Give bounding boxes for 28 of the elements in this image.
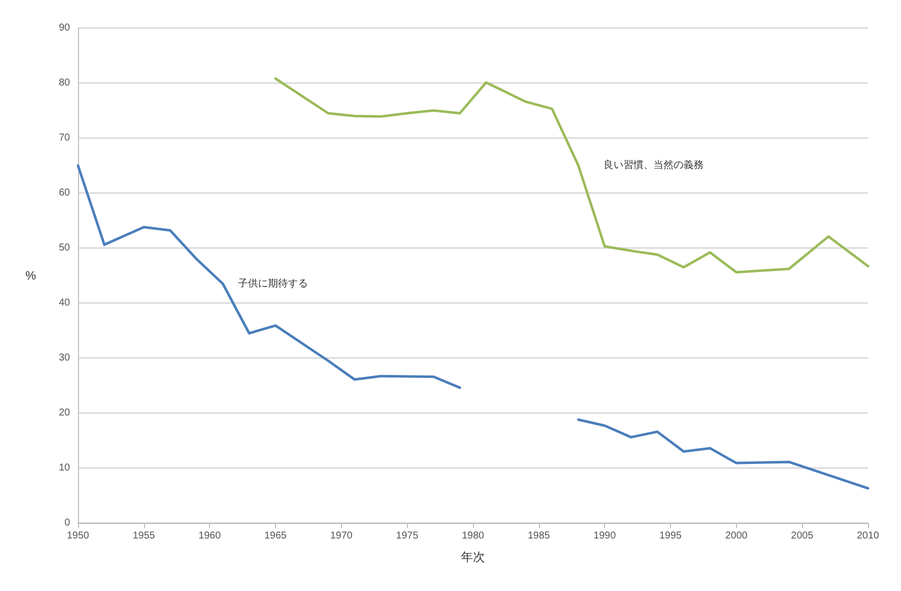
y-tick-label: 10	[58, 462, 70, 474]
x-tick-label: 1955	[132, 530, 156, 542]
y-tick-label: 90	[58, 22, 70, 34]
y-tick-label: 40	[58, 298, 70, 308]
y-tick-label: 30	[58, 352, 70, 364]
x-tick-label: 1970	[330, 530, 353, 542]
y-tick-label: 20	[58, 408, 70, 418]
x-tick-label: 2005	[791, 530, 814, 542]
series-label: 子供に期待する	[238, 277, 308, 290]
x-tick-label: 2000	[725, 530, 748, 542]
text: 良い習慣、当然の義務	[603, 159, 704, 171]
x-axis-title: 年次	[461, 550, 485, 564]
y-tick-label: 50	[58, 242, 70, 254]
y-axis-title: %	[25, 268, 36, 282]
y-tick-label: 60	[58, 188, 70, 198]
x-tick-label: 1950	[66, 530, 90, 542]
x-tick-label: 1980	[462, 530, 485, 542]
x-tick-label: 1985	[528, 530, 550, 542]
x-tick-label: 2010	[856, 530, 880, 542]
x-tick-label: 1960	[198, 530, 222, 542]
x-tick-label: 1975	[396, 530, 419, 542]
y-tick-label: 0	[64, 518, 70, 528]
x-tick-label: 1990	[594, 530, 616, 542]
x-tick-label: 1995	[659, 530, 682, 542]
y-tick-label: 80	[58, 78, 70, 88]
y-tick-label: 70	[58, 132, 70, 144]
x-tick-label: 1965	[264, 530, 288, 542]
line-series	[274, 77, 870, 274]
